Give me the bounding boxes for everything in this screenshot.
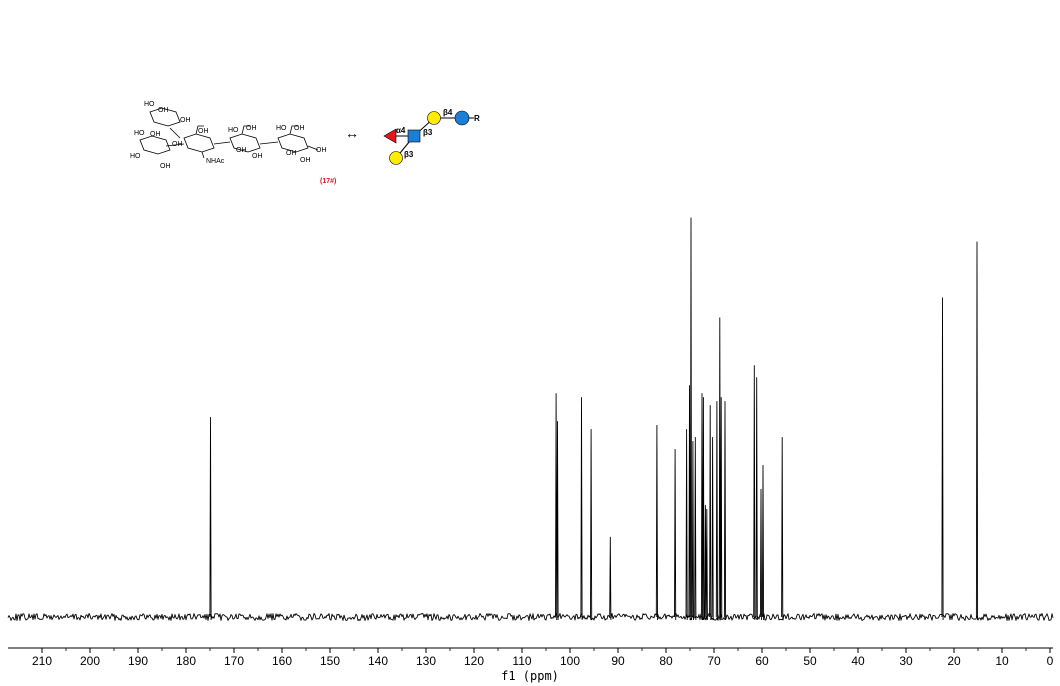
x-tick-label: 100	[560, 654, 580, 668]
structure-label: OH	[180, 117, 191, 124]
x-tick-label: 90	[611, 654, 625, 668]
structure-label: HO	[134, 130, 145, 137]
x-tick-label: 110	[512, 654, 531, 668]
structure-label: OH	[300, 157, 311, 164]
spectrum-trace	[7, 217, 1054, 621]
linkage-label: β3	[423, 128, 433, 137]
structure-label: OH	[246, 125, 257, 132]
x-tick-label: 70	[707, 654, 721, 668]
structure-label: OH	[316, 147, 327, 154]
structure-label: HO	[276, 125, 287, 132]
x-tick-label: 180	[176, 654, 196, 668]
x-tick-label: 170	[224, 654, 244, 668]
glcnac-square-icon	[407, 129, 421, 143]
x-tick-label: 150	[320, 654, 340, 668]
x-tick-label: 50	[803, 654, 817, 668]
x-tick-label: 190	[128, 654, 148, 668]
structure-label: NHAc	[206, 158, 225, 165]
aglycone-label: R	[474, 114, 480, 123]
x-tick-label: 120	[464, 654, 484, 668]
x-tick-label: 30	[899, 654, 913, 668]
structure-label: OH	[294, 125, 305, 132]
x-tick-label: 140	[368, 654, 388, 668]
linkage-label: β3	[404, 150, 414, 159]
galactose-circle-icon	[427, 111, 441, 125]
structure-label: OH	[150, 131, 161, 138]
fucose-triangle-icon	[383, 128, 397, 144]
linkage-label: β4	[443, 108, 453, 117]
x-axis-label: f1 (ppm)	[501, 669, 559, 683]
structure-label: HO	[144, 101, 155, 108]
structure-label: OH	[172, 141, 183, 148]
glycan-symbol-diagram: α4 β3 β4 β3 R	[383, 108, 480, 165]
structure-label: HO	[228, 127, 239, 134]
galactose-circle-icon	[389, 151, 403, 165]
structure-label: OH	[252, 153, 263, 160]
x-tick-label: 0	[1047, 654, 1054, 668]
compound-label: (17#)	[320, 178, 336, 185]
x-tick-label: 10	[995, 654, 1009, 668]
x-axis-ticks: 210 200 190 180 170 160 150 140 130 120 110 100 90 80…	[32, 648, 1054, 668]
glucose-circle-icon	[454, 110, 470, 126]
linkage-label: α4	[396, 126, 406, 135]
double-arrow-icon: ↔	[345, 125, 359, 141]
x-tick-label: 40	[851, 654, 865, 668]
x-tick-label: 200	[80, 654, 100, 668]
chemical-structure-drawing	[139, 107, 319, 159]
structure-label: OH	[236, 147, 247, 154]
structure-label: OH	[198, 128, 209, 135]
x-tick-label: 60	[755, 654, 769, 668]
structure-label: OH	[286, 150, 297, 157]
structure-label: OH	[158, 107, 169, 114]
chemical-structure-labels: HO OH HO OH HO OH HO OH HO OH OH NHAc OH…	[130, 101, 327, 170]
structure-label: OH	[160, 163, 171, 170]
x-tick-label: 210	[32, 654, 52, 668]
structure-label: HO	[130, 153, 141, 160]
x-tick-label: 20	[947, 654, 961, 668]
x-tick-label: 160	[272, 654, 292, 668]
x-tick-label: 80	[659, 654, 673, 668]
x-tick-label: 130	[416, 654, 436, 668]
